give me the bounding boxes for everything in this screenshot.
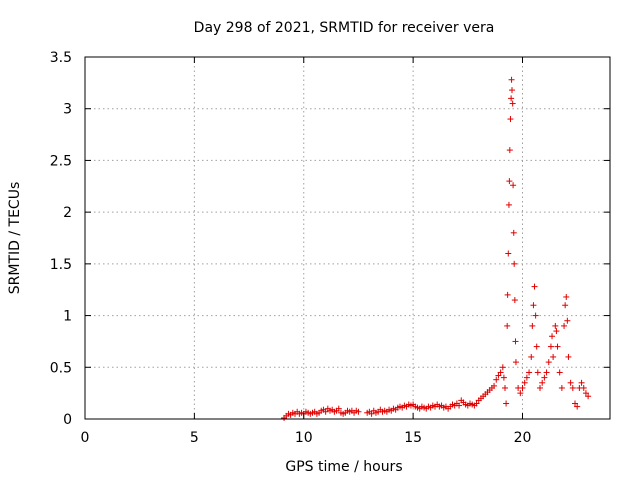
y-tick-label: 1.5: [50, 257, 72, 273]
data-point: [553, 328, 560, 335]
data-point: [565, 353, 572, 360]
data-point: [504, 322, 511, 329]
data-point: [335, 405, 342, 412]
x-tick-label: 0: [81, 430, 90, 446]
data-point: [526, 369, 533, 376]
data-point: [456, 402, 463, 409]
x-tick-label: 20: [514, 430, 532, 446]
data-point: [539, 379, 546, 386]
x-tick-label: 5: [190, 430, 199, 446]
data-point: [355, 408, 362, 415]
data-point: [506, 178, 513, 185]
data-point: [500, 374, 507, 381]
data-point: [564, 317, 571, 324]
x-axis-label: GPS time / hours: [285, 459, 402, 475]
data-point: [569, 384, 576, 391]
chart-title: Day 298 of 2021, SRMTID for receiver ver…: [194, 20, 495, 36]
data-point: [556, 369, 563, 376]
data-point: [585, 393, 592, 400]
data-point: [562, 302, 569, 309]
y-axis-label: SRMTID / TECUs: [7, 182, 23, 295]
data-point: [532, 312, 539, 319]
data-point: [521, 379, 528, 386]
y-tick-label: 3: [63, 102, 72, 118]
data-point: [508, 95, 515, 102]
data-point: [523, 374, 530, 381]
data-point: [491, 382, 498, 389]
data-point: [533, 343, 540, 350]
y-tick-label: 0.5: [50, 360, 72, 376]
data-point: [505, 250, 512, 257]
data-point: [509, 100, 516, 107]
x-tick-label: 10: [295, 430, 313, 446]
data-point: [509, 87, 515, 94]
data-point: [561, 322, 568, 329]
y-tick-label: 3.5: [50, 50, 72, 66]
data-point: [574, 403, 581, 410]
data-point: [572, 400, 578, 407]
data-point: [510, 229, 517, 236]
data-point: [512, 359, 519, 366]
data-point: [534, 369, 541, 376]
data-point: [552, 322, 559, 329]
data-point: [517, 390, 524, 397]
y-tick-label: 2.5: [50, 153, 72, 169]
data-point: [529, 322, 536, 329]
data-point: [505, 201, 512, 208]
data-point: [495, 372, 502, 379]
data-point: [549, 333, 556, 340]
data-point: [493, 376, 500, 383]
data-point: [545, 359, 552, 366]
y-tick-label: 0: [63, 412, 72, 428]
data-point: [528, 353, 535, 360]
data-point: [519, 384, 526, 391]
data-point: [499, 364, 506, 371]
data-point: [582, 390, 589, 397]
data-point: [511, 260, 518, 267]
data-point: [530, 302, 537, 309]
data-point: [508, 76, 515, 83]
data-point: [368, 410, 375, 417]
data-point: [497, 369, 504, 376]
data-point: [511, 297, 518, 304]
data-point: [504, 291, 511, 298]
data-point: [554, 343, 561, 350]
data-point: [531, 283, 538, 290]
x-tick-label: 15: [404, 430, 422, 446]
axis-ticks: 0 5 10 15 20 0 0.5 1 1.5 2 2.5 3 3.5: [50, 50, 610, 446]
data-point: [507, 116, 514, 123]
data-point: [550, 353, 557, 360]
y-tick-label: 2: [63, 205, 72, 221]
plot-frame: [84, 56, 611, 420]
data-point: [512, 338, 519, 345]
data-point: [543, 369, 550, 376]
data-point: [503, 400, 510, 407]
data-point: [558, 384, 565, 391]
grid-lines: [85, 57, 610, 419]
data-point: [567, 379, 574, 386]
data-point: [473, 400, 480, 407]
data-series: [281, 76, 592, 421]
data-point: [510, 182, 517, 189]
data-point: [322, 408, 329, 415]
data-point: [537, 384, 543, 391]
data-point: [541, 374, 548, 381]
data-point: [502, 384, 508, 391]
data-point: [563, 293, 570, 300]
data-point: [580, 384, 587, 391]
data-point: [506, 147, 513, 154]
y-tick-label: 1: [63, 309, 72, 325]
data-point: [578, 379, 585, 386]
data-point: [547, 343, 554, 350]
